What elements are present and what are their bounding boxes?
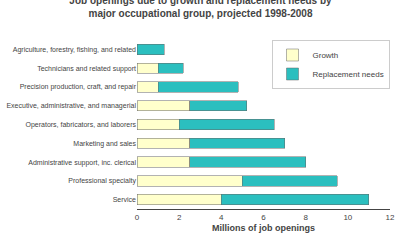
svg-text:Agriculture, forestry, fishing: Agriculture, forestry, fishing, and rela… — [13, 46, 136, 54]
svg-text:Job openings due to growth and: Job openings due to growth and replaceme… — [69, 0, 332, 19]
svg-text:6: 6 — [261, 213, 266, 222]
svg-text:12: 12 — [386, 213, 395, 222]
svg-text:Millions of job openings: Millions of job openings — [212, 223, 315, 233]
svg-text:0: 0 — [135, 213, 140, 222]
svg-text:Marketing and sales: Marketing and sales — [73, 140, 136, 148]
svg-text:Administrative support, inc. c: Administrative support, inc. clerical — [28, 159, 136, 167]
svg-text:Service: Service — [113, 196, 136, 203]
svg-text:2: 2 — [177, 213, 182, 222]
svg-text:Growth: Growth — [313, 51, 339, 60]
svg-text:4: 4 — [219, 213, 224, 222]
svg-text:Replacement needs: Replacement needs — [313, 70, 384, 79]
svg-text:Precision production, craft, a: Precision production, craft, and repair — [20, 83, 137, 91]
svg-text:8: 8 — [303, 213, 308, 222]
svg-text:10: 10 — [343, 213, 352, 222]
svg-text:Operators, fabricators, and la: Operators, fabricators, and laborers — [26, 121, 137, 129]
svg-text:Technicians and related suppor: Technicians and related support — [37, 65, 136, 73]
svg-text:Professional specialty: Professional specialty — [68, 177, 136, 185]
svg-text:Executive, administrative, and: Executive, administrative, and manageria… — [6, 102, 136, 110]
